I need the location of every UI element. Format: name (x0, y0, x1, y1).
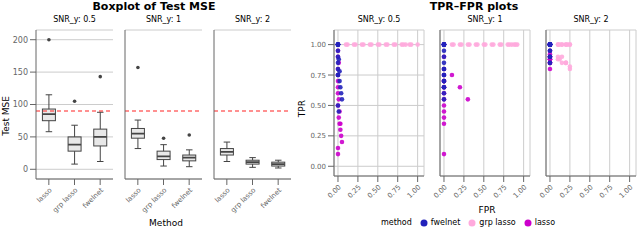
svg-text:fwelnet: fwelnet (259, 186, 283, 210)
svg-text:0.75: 0.75 (598, 183, 615, 200)
svg-text:0.50: 0.50 (310, 102, 326, 110)
svg-text:0.75: 0.75 (310, 72, 326, 80)
svg-text:0.25: 0.25 (452, 183, 469, 200)
html-text:fwelnet: fwelnet (430, 218, 461, 227)
svg-text:0.50: 0.50 (472, 183, 489, 200)
svg-text:0.00: 0.00 (538, 183, 555, 200)
svg-text:0: 0 (23, 165, 28, 174)
html-text:SNR_y: 0.5: SNR_y: 0.5 (357, 15, 401, 24)
svg-text:0.75: 0.75 (386, 183, 403, 200)
svg-text:50: 50 (18, 133, 28, 142)
html-text:Test MSE: Test MSE (1, 95, 11, 136)
svg-text:fwelnet: fwelnet (81, 186, 105, 210)
html-text:FPR: FPR (478, 205, 496, 215)
svg-text:0.25: 0.25 (558, 183, 575, 200)
svg-text:0.50: 0.50 (366, 183, 383, 200)
html-text:method: method (380, 218, 412, 227)
svg-text:150: 150 (13, 68, 28, 77)
svg-text:grp lasso: grp lasso (51, 186, 79, 214)
svg-text:100: 100 (13, 100, 28, 109)
svg-text:lasso: lasso (36, 186, 54, 204)
svg-text:grp lasso: grp lasso (140, 186, 168, 214)
html-text:SNR_y: 1: SNR_y: 1 (467, 15, 503, 24)
html-text:lasso: lasso (534, 218, 555, 227)
svg-text:0.75: 0.75 (492, 183, 509, 200)
svg-text:0.25: 0.25 (346, 183, 363, 200)
svg-text:lasso: lasso (214, 186, 232, 204)
html-text:SNR_y: 1: SNR_y: 1 (145, 15, 181, 24)
svg-text:lasso: lasso (125, 186, 143, 204)
svg-text:0.00: 0.00 (432, 183, 449, 200)
html-text:SNR_y: 2: SNR_y: 2 (573, 15, 609, 24)
html-text:SNR_y: 0.5: SNR_y: 0.5 (53, 15, 96, 24)
svg-text:1.00: 1.00 (310, 41, 326, 49)
html-text:SNR_y: 2: SNR_y: 2 (234, 15, 270, 24)
svg-text:grp lasso: grp lasso (229, 186, 257, 214)
svg-text:1.00: 1.00 (512, 183, 529, 200)
svg-text:fwelnet: fwelnet (170, 186, 194, 210)
html-text:grp lasso: grp lasso (479, 218, 516, 227)
svg-text:0.00: 0.00 (326, 183, 343, 200)
html-text:TPR: TPR (297, 100, 307, 118)
svg-text:0.50: 0.50 (578, 183, 595, 200)
svg-text:1.00: 1.00 (406, 183, 423, 200)
html-text:Method: Method (149, 218, 183, 228)
svg-text:0.00: 0.00 (310, 163, 326, 171)
svg-text:200: 200 (13, 36, 28, 45)
html-text:Boxplot of Test MSE: Boxplot of Test MSE (92, 0, 216, 13)
svg-text:1.00: 1.00 (618, 183, 632, 200)
svg-text:0.25: 0.25 (310, 132, 326, 140)
html-text:TPR–FPR plots: TPR–FPR plots (429, 0, 519, 13)
